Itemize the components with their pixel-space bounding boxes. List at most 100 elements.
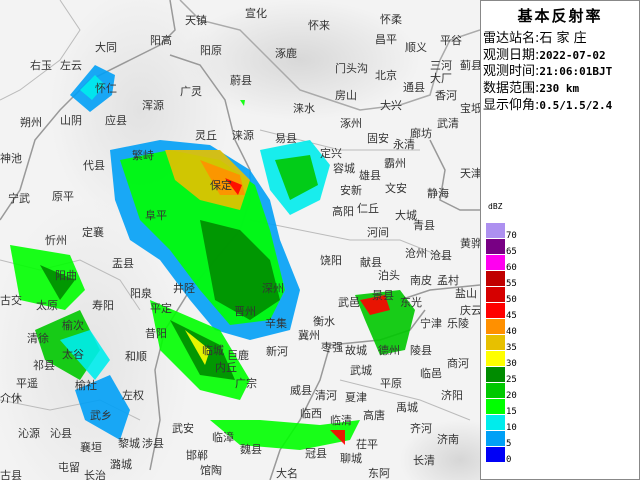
city-label: 东光 [400, 296, 422, 309]
echo-region-10dbz [80, 75, 105, 100]
city-label: 阳高 [150, 34, 172, 47]
city-label: 介休 [0, 392, 22, 405]
city-label: 潞城 [110, 458, 132, 471]
echo-region-5dbz [75, 375, 130, 440]
city-label: 泊头 [378, 269, 400, 282]
city-label: 武安 [172, 422, 194, 435]
city-label: 商河 [447, 357, 469, 370]
city-label: 宁武 [8, 192, 30, 205]
city-label: 香河 [435, 89, 457, 102]
city-label: 右玉 [30, 59, 52, 72]
city-label: 衡水 [313, 315, 335, 328]
city-label: 平谷 [440, 34, 462, 47]
echo-region-20dbz [275, 155, 318, 200]
city-label: 仁丘 [357, 202, 379, 215]
city-label: 饶阳 [320, 254, 342, 267]
boundary-line [0, 0, 81, 101]
city-label: 静海 [427, 187, 449, 200]
city-label: 大城 [395, 209, 417, 222]
legend-swatch-5 [486, 431, 505, 446]
city-label: 冠县 [305, 447, 327, 460]
city-label: 文安 [385, 182, 407, 195]
legend-swatch-55 [486, 271, 505, 286]
city-label: 黄骅 [460, 237, 480, 250]
legend-swatch-25 [486, 367, 505, 382]
city-label: 魏县 [240, 443, 262, 456]
city-label: 古县 [0, 469, 22, 480]
city-label: 平定 [150, 302, 172, 315]
city-label: 大兴 [380, 99, 402, 112]
station-row: 雷达站名:石 家 庄 [483, 31, 587, 47]
city-label: 固安 [367, 132, 389, 145]
city-label: 浑源 [142, 99, 164, 112]
legend-label: 55 [506, 279, 517, 289]
city-label: 榆次 [62, 319, 84, 332]
city-label: 阳曲 [55, 269, 77, 282]
legend-label: 65 [506, 247, 517, 257]
city-label: 寿阳 [92, 299, 114, 312]
city-label: 大厂 [430, 72, 452, 85]
city-label: 原平 [52, 190, 74, 203]
legend-swatch-10 [486, 415, 505, 430]
time-row: 观测时间:21:06:01BJT [483, 64, 612, 80]
city-label: 内丘 [215, 361, 237, 374]
echo-region-25dbz [200, 220, 280, 320]
boundary-line [399, 284, 480, 301]
city-label: 威县 [290, 384, 312, 397]
city-label: 孟村 [437, 274, 459, 287]
boundary-line [259, 129, 420, 151]
city-label: 涿鹿 [275, 47, 297, 60]
city-label: 东阿 [368, 467, 390, 480]
city-label: 德州 [378, 344, 400, 357]
city-label: 武邑 [338, 296, 360, 309]
city-label: 朔州 [20, 116, 42, 129]
city-label: 晋州 [234, 305, 256, 318]
date-value: 2022-07-02 [539, 49, 606, 62]
city-label: 襄垣 [80, 441, 102, 454]
echo-region-15dbz [210, 420, 360, 450]
city-label: 廊坊 [410, 127, 432, 140]
city-label: 太谷 [62, 348, 84, 361]
city-label: 安新 [340, 184, 362, 197]
legend-label: 10 [506, 423, 517, 433]
legend-label: 45 [506, 311, 517, 321]
city-label: 茌平 [356, 438, 378, 451]
echo-region-15dbz [240, 100, 245, 106]
legend-swatch-40 [486, 319, 505, 334]
echo-region-10dbz [60, 330, 110, 380]
legend-label: 5 [506, 439, 512, 449]
city-label: 临漳 [212, 431, 234, 444]
city-label: 广宗 [235, 377, 257, 390]
city-label: 左云 [60, 59, 82, 72]
elevation-row: 显示仰角:0.5/1.5/2.4 [483, 98, 612, 114]
city-label: 深州 [262, 282, 284, 295]
product-title: 基本反射率 [517, 7, 603, 25]
elevation-value: 0.5/1.5/2.4 [539, 99, 613, 112]
city-label: 广灵 [180, 85, 202, 98]
legend-swatch-20 [486, 383, 505, 398]
city-label: 盐山 [455, 287, 477, 300]
city-label: 枣强 [321, 341, 343, 354]
radar-map[interactable]: 天镇 阳高 阳原 大同 左云 右玉 怀仁 山阴 应县 浑源 广灵 蔚县 朔州 神池 繁峙 代县 灵丘 涞源 宁武 原平… [0, 0, 480, 480]
city-label: 聊城 [340, 452, 362, 465]
city-label: 涞源 [232, 129, 254, 142]
city-label: 高阳 [332, 205, 354, 218]
city-label: 故城 [345, 344, 367, 357]
city-label: 宝坻 [460, 102, 480, 115]
city-label: 门头沟 [335, 62, 368, 75]
city-label: 山阴 [60, 114, 82, 127]
legend-label: 15 [506, 407, 517, 417]
city-label: 容城 [333, 162, 355, 175]
legend-swatch-50 [486, 287, 505, 302]
city-label: 禹城 [396, 401, 418, 414]
city-label: 武清 [437, 117, 459, 130]
city-label: 应县 [105, 114, 127, 127]
city-label: 井陉 [173, 282, 195, 295]
city-label: 新河 [266, 345, 288, 358]
city-label: 蔚县 [230, 74, 252, 87]
legend-label: 20 [506, 391, 517, 401]
echo-region-45dbz [330, 430, 345, 445]
city-label: 临邑 [420, 367, 442, 380]
city-label: 天镇 [185, 14, 207, 27]
legend-swatch-0 [486, 447, 505, 462]
